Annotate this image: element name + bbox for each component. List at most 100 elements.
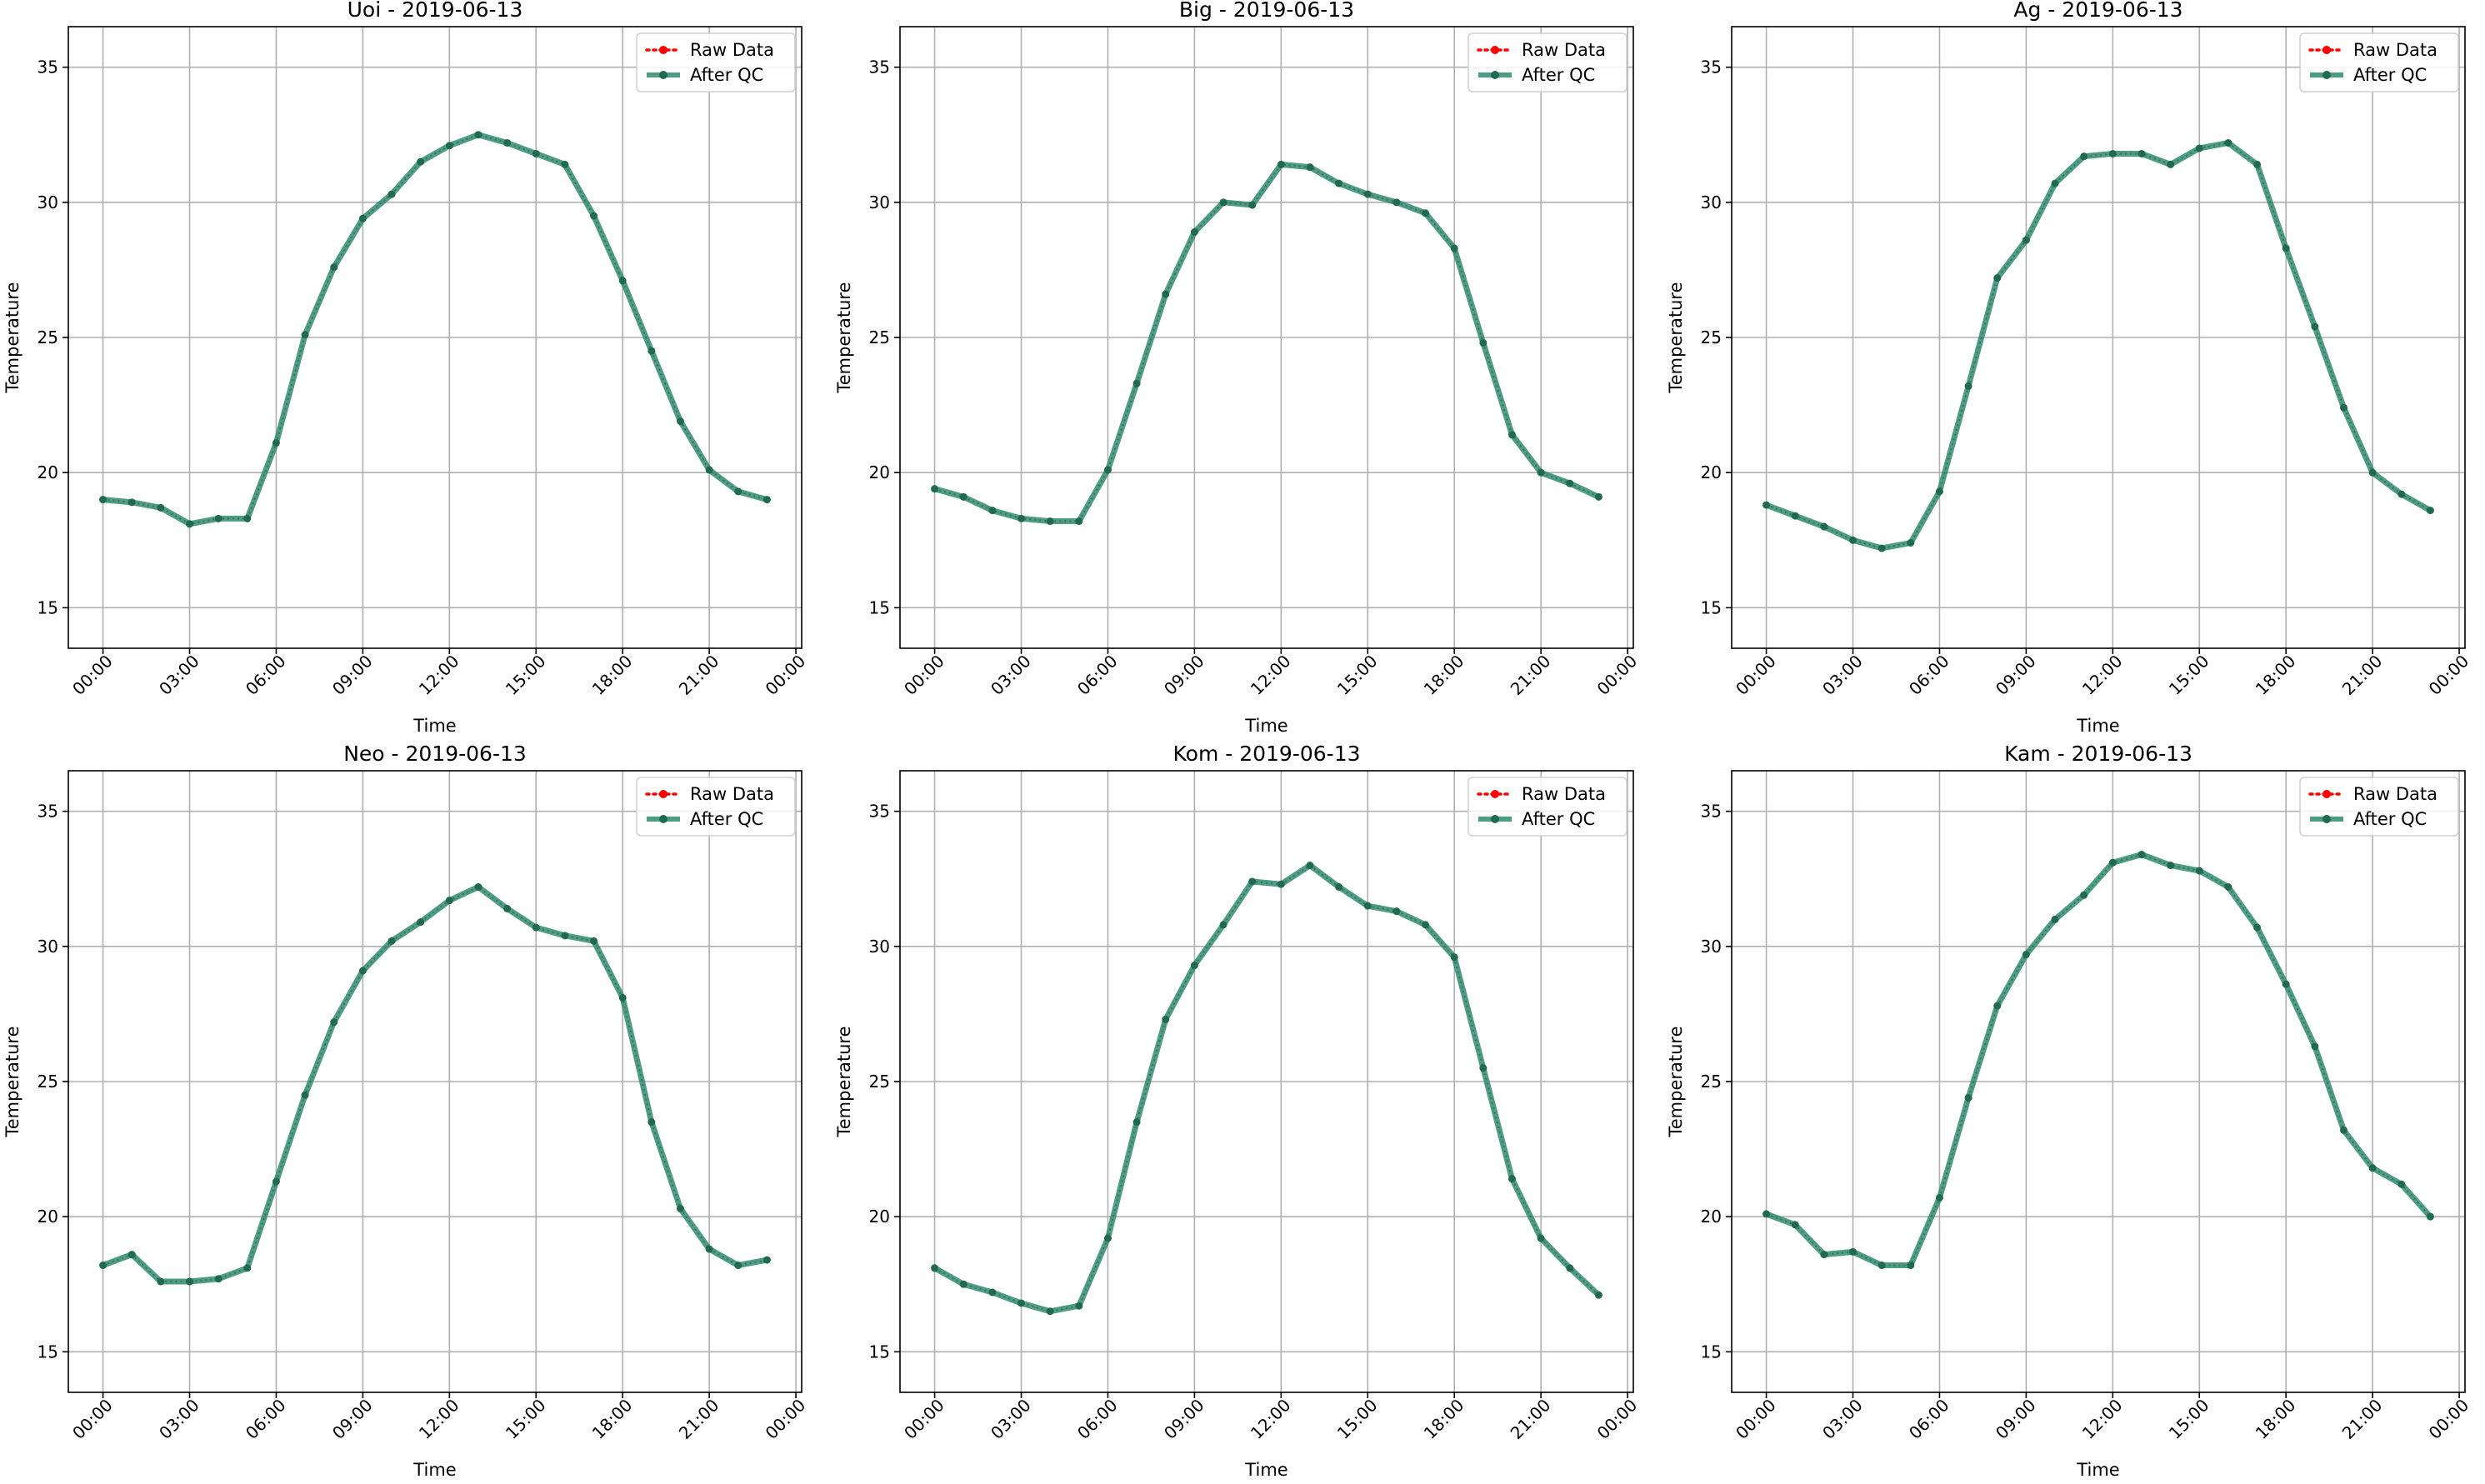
y-tick-label: 20 <box>869 1207 890 1227</box>
after-qc-point <box>1935 487 1943 496</box>
y-tick-label: 15 <box>1701 597 1722 617</box>
x-tick-label: 21:00 <box>1507 1395 1555 1443</box>
y-tick-label: 30 <box>869 937 890 957</box>
x-tick-label: 09:00 <box>1992 1395 2040 1443</box>
x-tick-label: 18:00 <box>588 651 637 699</box>
after-qc-point <box>648 1118 656 1127</box>
x-tick-label: 00:00 <box>1593 1395 1642 1443</box>
y-tick-label: 15 <box>38 1342 58 1362</box>
y-axis-label: Temperature <box>2 1026 22 1137</box>
after-qc-point <box>2311 322 2319 331</box>
y-tick-label: 35 <box>1701 57 1722 77</box>
after-qc-point <box>1046 1307 1054 1316</box>
y-tick-label: 20 <box>869 462 890 482</box>
legend-raw-label: Raw Data <box>1522 784 1606 804</box>
legend-qc-label: After QC <box>1522 65 1595 85</box>
series-raw-data-line <box>934 864 1600 1312</box>
after-qc-point <box>2339 403 2348 412</box>
legend-raw-label: Raw Data <box>2353 784 2438 804</box>
x-tick-label: 00:00 <box>1732 651 1780 699</box>
after-qc-point <box>590 212 598 220</box>
series-after-qc-line <box>102 883 768 1285</box>
legend-qc-marker <box>659 815 668 823</box>
x-axis-label: Time <box>2076 716 2119 736</box>
y-tick-label: 30 <box>869 192 890 212</box>
subplot-3: 00:00 03:00 06:00 09:00 12:00 15:00 18:00 21:00… <box>1666 0 2472 736</box>
y-tick-label: 35 <box>38 802 58 822</box>
x-tick-label: 03:00 <box>155 1395 203 1443</box>
x-tick-label: 09:00 <box>1160 651 1208 699</box>
x-tick-label: 18:00 <box>588 1395 637 1443</box>
x-tick-label: 21:00 <box>1507 651 1555 699</box>
subplot-title: Big - 2019-06-13 <box>1179 0 1354 22</box>
y-axis-label: Temperature <box>1666 282 1686 393</box>
x-tick-label: 06:00 <box>1905 651 1953 699</box>
after-qc-point <box>2311 1042 2319 1051</box>
after-qc-point <box>2167 862 2175 870</box>
legend-qc-label: After QC <box>690 809 763 829</box>
y-tick-label: 20 <box>38 462 58 482</box>
series-raw-data-line <box>1766 853 2432 1267</box>
legend-raw-marker <box>2322 790 2331 798</box>
after-qc-point <box>2282 980 2290 988</box>
subplot-4: 00:00 03:00 06:00 09:00 12:00 15:00 18:00 21:00… <box>2 742 809 1480</box>
x-tick-label: 00:00 <box>1593 651 1642 699</box>
after-qc-point <box>358 967 367 975</box>
y-tick-label: 25 <box>38 1072 58 1092</box>
after-qc-point <box>532 149 540 157</box>
after-qc-point <box>959 492 968 501</box>
after-qc-point <box>1594 492 1602 501</box>
after-qc-point <box>561 932 569 940</box>
y-tick-label: 15 <box>869 1342 890 1362</box>
subplot-5: 00:00 03:00 06:00 09:00 12:00 15:00 18:00 21:00… <box>834 742 1641 1480</box>
subplot-title: Kom - 2019-06-13 <box>1173 742 1361 766</box>
y-tick-label: 15 <box>869 597 890 617</box>
after-qc-point <box>2368 1164 2377 1172</box>
after-qc-point <box>1103 1234 1112 1242</box>
x-tick-label: 12:00 <box>2078 651 2127 699</box>
x-tick-label: 15:00 <box>502 651 550 699</box>
legend-qc-label: After QC <box>1522 809 1595 829</box>
x-tick-label: 21:00 <box>2338 1395 2387 1443</box>
legend-qc-label: After QC <box>2353 809 2427 829</box>
after-qc-point <box>1537 468 1545 477</box>
y-tick-label: 20 <box>1701 462 1722 482</box>
after-qc-point <box>762 1256 771 1264</box>
y-tick-label: 20 <box>38 1207 58 1227</box>
x-tick-label: 12:00 <box>415 1395 463 1443</box>
y-tick-label: 30 <box>1701 937 1722 957</box>
x-tick-label: 00:00 <box>1732 1395 1780 1443</box>
after-qc-point <box>2426 507 2434 515</box>
y-tick-label: 35 <box>869 57 890 77</box>
after-qc-point <box>1820 1251 1828 1259</box>
after-qc-point <box>186 1277 194 1286</box>
x-tick-label: 12:00 <box>2078 1395 2127 1443</box>
x-tick-label: 06:00 <box>1073 1395 1122 1443</box>
series-raw-data-line <box>102 133 768 525</box>
after-qc-point <box>445 142 453 150</box>
y-tick-label: 30 <box>1701 192 1722 212</box>
after-qc-point <box>99 496 108 504</box>
subplot-2: 00:00 03:00 06:00 09:00 12:00 15:00 18:00 21:00… <box>834 0 1641 736</box>
x-tick-label: 09:00 <box>328 651 377 699</box>
y-tick-label: 35 <box>869 802 890 822</box>
y-tick-label: 30 <box>38 192 58 212</box>
x-tick-label: 03:00 <box>987 1395 1035 1443</box>
y-tick-label: 15 <box>38 597 58 617</box>
series-after-qc-line <box>1765 852 2433 1269</box>
subplot-title: Kam - 2019-06-13 <box>2004 742 2192 766</box>
x-tick-label: 03:00 <box>1818 651 1867 699</box>
after-qc-point <box>1335 179 1343 187</box>
subplot-title: Ag - 2019-06-13 <box>2013 0 2182 22</box>
x-tick-label: 12:00 <box>415 651 463 699</box>
after-qc-point <box>1479 1064 1488 1072</box>
after-qc-point <box>2108 149 2117 157</box>
after-qc-point <box>2051 179 2059 187</box>
x-tick-label: 09:00 <box>328 1395 377 1443</box>
legend-qc-label: After QC <box>2353 65 2427 85</box>
x-tick-label: 06:00 <box>242 1395 290 1443</box>
legend-raw-label: Raw Data <box>690 40 774 60</box>
after-qc-point <box>1075 517 1083 526</box>
after-qc-point <box>99 1262 108 1270</box>
x-tick-label: 15:00 <box>2165 651 2213 699</box>
